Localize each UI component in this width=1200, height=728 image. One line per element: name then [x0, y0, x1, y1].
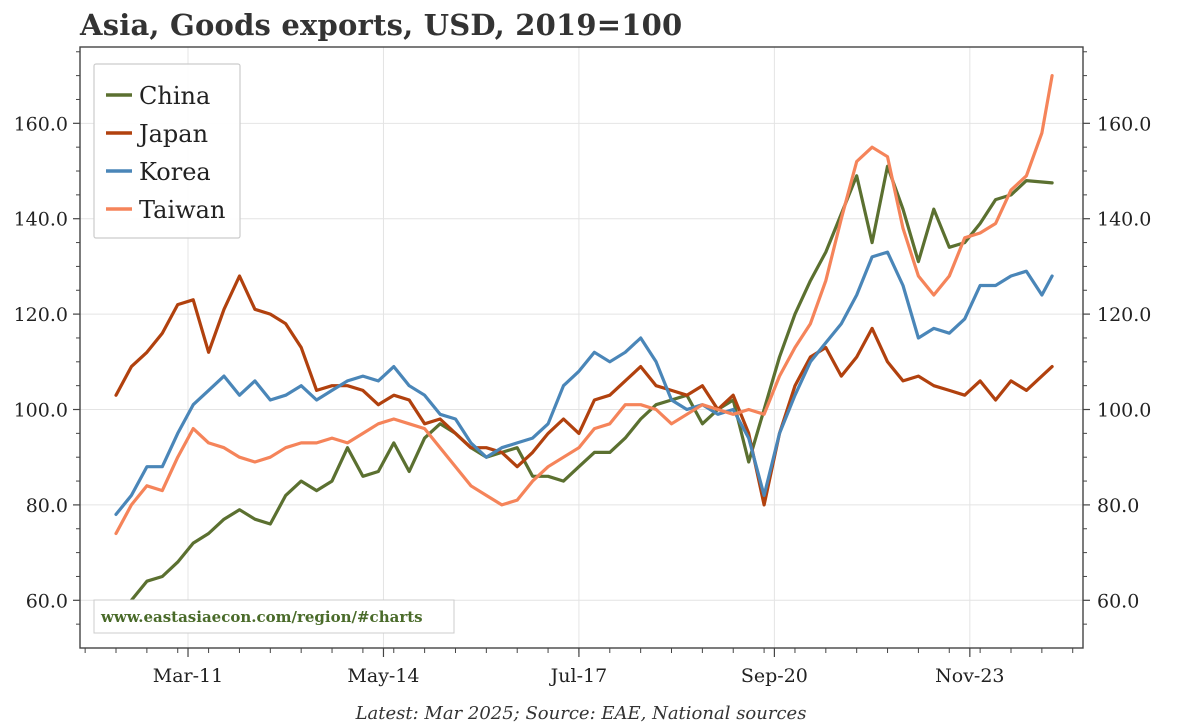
y-tick-label-right: 160.0: [1097, 113, 1151, 135]
watermark: www.eastasiaecon.com/region/#charts: [93, 599, 455, 634]
y-tick-label-right: 100.0: [1097, 400, 1151, 422]
y-tick-label-right: 80.0: [1097, 495, 1139, 517]
plot-frame: [79, 46, 1084, 649]
watermark-box: [93, 599, 455, 634]
y-tick-label-left: 120.0: [14, 304, 68, 326]
y-tick-label-left: 60.0: [26, 590, 68, 612]
legend-label-korea: Korea: [139, 158, 211, 186]
y-tick-label-left: 100.0: [14, 400, 68, 422]
series-line-japan: [114, 274, 1054, 507]
legend-box: [93, 63, 241, 239]
legend-label-china: China: [139, 82, 210, 110]
y-tick-label-left: 140.0: [14, 209, 68, 231]
x-tick-label: Jul-17: [549, 665, 608, 687]
source-note: Latest: Mar 2025; Source: EAE, National …: [355, 703, 807, 724]
legend: China Japan Korea Taiwan: [93, 63, 241, 239]
x-tick-label: Sep-20: [741, 665, 808, 687]
footnote: Latest: Mar 2025; Source: EAE, National …: [355, 703, 807, 724]
x-tick-label: May-14: [347, 665, 419, 687]
legend-label-taiwan: Taiwan: [139, 196, 225, 224]
chart-title: Asia, Goods exports, USD, 2019=100: [80, 8, 683, 42]
series-line-taiwan: [114, 74, 1054, 536]
legend-label-japan: Japan: [136, 120, 208, 148]
series-line-korea: [114, 250, 1054, 516]
y-tick-label-right: 120.0: [1097, 304, 1151, 326]
x-tick-label: Nov-23: [935, 665, 1004, 687]
watermark-text: www.eastasiaecon.com/region/#charts: [100, 608, 423, 626]
x-tick-label: Mar-11: [153, 665, 223, 687]
y-tick-label-left: 80.0: [26, 495, 68, 517]
series-lines: [114, 74, 1054, 626]
y-tick-label-right: 60.0: [1097, 590, 1139, 612]
y-tick-label-left: 160.0: [14, 113, 68, 135]
grid: [80, 47, 1083, 648]
y-tick-label-right: 140.0: [1097, 209, 1151, 231]
axes: 60.0 60.0 80.0 80.0 100.0 100.0 120.0 120.0 140.…: [14, 51, 1151, 687]
series-line-china: [114, 164, 1054, 626]
